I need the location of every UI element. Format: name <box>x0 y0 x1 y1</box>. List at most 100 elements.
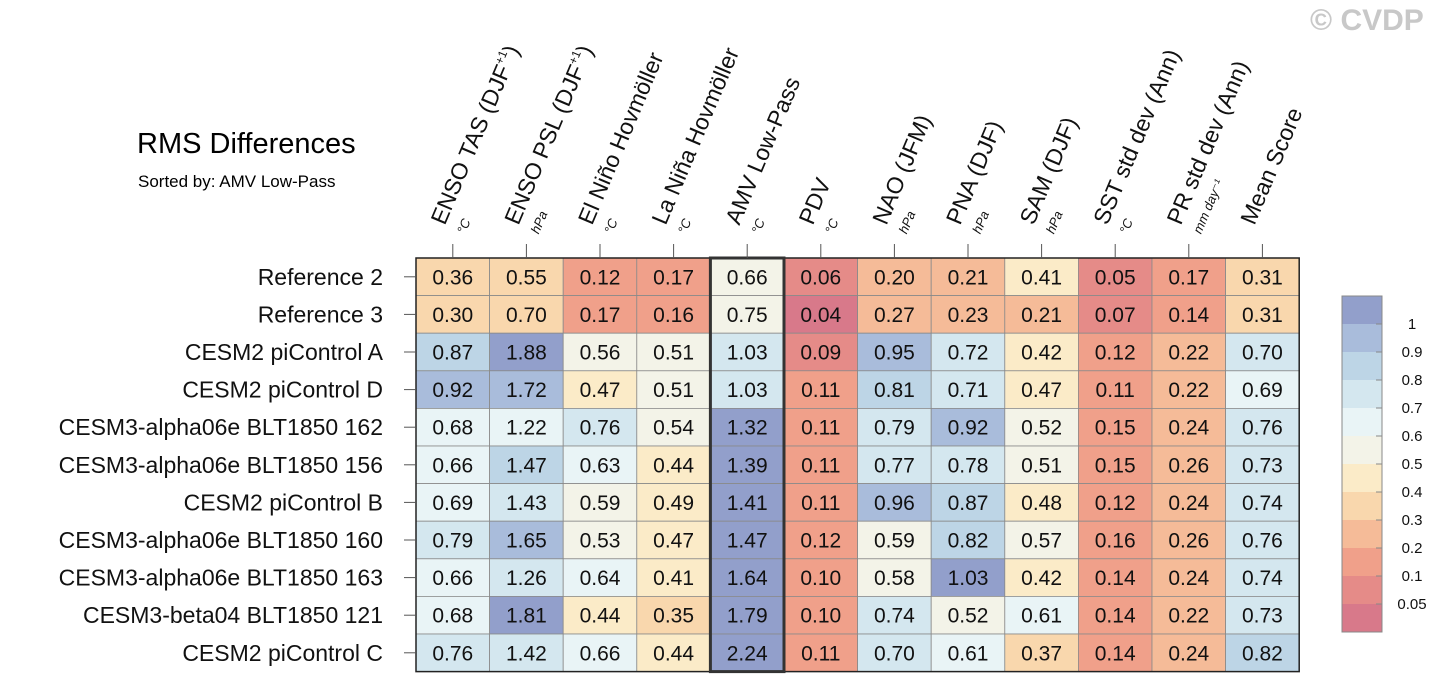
heatmap-cell <box>1078 445 1153 484</box>
colorbar-swatch <box>1342 296 1382 324</box>
chart-subtitle: Sorted by: AMV Low-Pass <box>138 172 336 191</box>
cell-value-label: 0.95 <box>874 342 915 365</box>
heatmap-cell <box>710 596 785 635</box>
colorbar-tick-label: 0.8 <box>1402 372 1423 389</box>
cell-value-label: 0.14 <box>1168 304 1209 327</box>
heatmap-cell <box>636 445 711 484</box>
heatmap-cell <box>415 295 490 334</box>
cell-value-label: 0.59 <box>580 492 621 515</box>
heatmap-cell <box>1078 370 1153 409</box>
colorbar-tick-label: 0.3 <box>1402 512 1423 529</box>
colorbar-swatch <box>1342 576 1382 604</box>
row-label: CESM3-alpha06e BLT1850 156 <box>59 452 383 478</box>
cell-value-label: 1.47 <box>506 454 547 477</box>
cell-value-label: 1.03 <box>727 342 768 365</box>
heatmap-cell <box>489 596 564 635</box>
cell-value-label: 0.49 <box>653 492 694 515</box>
heatmap-cell <box>1004 445 1079 484</box>
heatmap-cell <box>1004 596 1079 635</box>
cell-value-label: 0.74 <box>1242 567 1283 590</box>
cell-value-label: 0.79 <box>432 530 473 553</box>
colorbar-tick-label: 1 <box>1408 316 1416 333</box>
cell-value-label: 0.23 <box>948 304 989 327</box>
heatmap-cell <box>1004 520 1079 560</box>
cell-value-label: 0.66 <box>432 454 473 477</box>
cell-value-label: 0.14 <box>1095 642 1136 665</box>
column-label-text: SAM (DJF) <box>1014 113 1082 228</box>
cell-value-label: 1.81 <box>506 605 547 628</box>
cell-value-label: 0.82 <box>1242 642 1283 665</box>
cell-value-label: 0.71 <box>948 379 989 402</box>
cell-value-label: 0.15 <box>1095 417 1136 440</box>
cell-value-label: 0.51 <box>653 342 694 365</box>
column-label-superscript: +1 <box>566 48 584 66</box>
cell-value-label: 0.22 <box>1168 342 1209 365</box>
heatmap-cell <box>857 445 932 484</box>
cell-value-label: 0.75 <box>727 304 768 327</box>
cell-value-label: 1.65 <box>506 530 547 553</box>
cell-value-label: 0.61 <box>1021 605 1062 628</box>
heatmap-cell <box>415 370 490 409</box>
heatmap-cell <box>1078 332 1153 372</box>
cell-value-label: 0.56 <box>580 342 621 365</box>
cell-value-label: 0.17 <box>653 266 694 289</box>
colorbar-tick-label: 0.7 <box>1402 400 1423 417</box>
column-label-text: PNA (DJF) <box>941 117 1008 228</box>
cell-value-label: 0.21 <box>1021 304 1062 327</box>
cell-value-label: 0.47 <box>653 530 694 553</box>
heatmap-cell <box>1078 407 1153 447</box>
cell-value-label: 1.39 <box>727 454 768 477</box>
heatmap-cell <box>489 445 564 484</box>
heatmap-cell <box>1151 558 1226 597</box>
cell-value-label: 0.51 <box>653 379 694 402</box>
cell-value-label: 0.24 <box>1168 417 1209 440</box>
cell-value-label: 0.68 <box>432 417 473 440</box>
cell-value-label: 0.70 <box>874 642 915 665</box>
heatmap-cell <box>1151 370 1226 409</box>
cell-value-label: 0.15 <box>1095 454 1136 477</box>
column-unit-label: hPa <box>1043 209 1066 236</box>
row-label: CESM2 piControl D <box>182 377 383 403</box>
column-unit-label: °C <box>601 216 621 236</box>
column-label: NAO (JFM) <box>867 111 936 228</box>
cell-value-label: 0.58 <box>874 567 915 590</box>
colorbar-swatch <box>1342 520 1382 548</box>
cell-value-label: 1.41 <box>727 492 768 515</box>
colorbar-tick-label: 0.6 <box>1402 428 1423 445</box>
heatmap-cell <box>636 596 711 635</box>
cell-value-label: 0.31 <box>1242 304 1283 327</box>
cell-value-label: 0.52 <box>948 605 989 628</box>
heatmap-cell <box>415 332 490 372</box>
column-unit-label: °C <box>1116 216 1136 236</box>
cell-value-label: 0.53 <box>580 530 621 553</box>
cell-value-label: 0.31 <box>1242 266 1283 289</box>
cell-value-label: 0.06 <box>800 266 841 289</box>
chart-title: RMS Differences <box>137 128 356 160</box>
heatmap-cell <box>636 407 711 447</box>
column-unit-label: °C <box>454 216 474 236</box>
colorbar-tick-label: 0.05 <box>1397 596 1426 613</box>
cell-value-label: 0.26 <box>1168 454 1209 477</box>
cell-value-label: 0.73 <box>1242 454 1283 477</box>
heatmap-cell <box>930 633 1006 672</box>
column-label: AMV Low-Pass <box>720 73 805 228</box>
heatmap-cell <box>1225 633 1300 672</box>
cell-value-label: 0.20 <box>874 266 915 289</box>
cell-value-label: 0.64 <box>580 567 621 590</box>
cell-value-label: 0.51 <box>1021 454 1062 477</box>
cell-value-label: 0.70 <box>506 304 547 327</box>
heatmap-cell <box>489 633 564 672</box>
row-label: CESM3-beta04 BLT1850 121 <box>83 602 383 628</box>
colorbar-swatch <box>1342 324 1382 352</box>
cell-value-label: 0.69 <box>1242 379 1283 402</box>
column-unit-label: hPa <box>969 209 992 236</box>
heatmap-cell <box>562 332 638 372</box>
heatmap-cell <box>1225 558 1300 597</box>
cell-value-label: 0.12 <box>1095 342 1136 365</box>
cell-value-label: 0.69 <box>432 492 473 515</box>
row-label: Reference 2 <box>258 264 383 290</box>
cell-value-label: 0.76 <box>1242 417 1283 440</box>
heatmap-cell <box>783 633 858 672</box>
cell-value-label: 0.07 <box>1095 304 1136 327</box>
cell-value-label: 1.88 <box>506 342 547 365</box>
